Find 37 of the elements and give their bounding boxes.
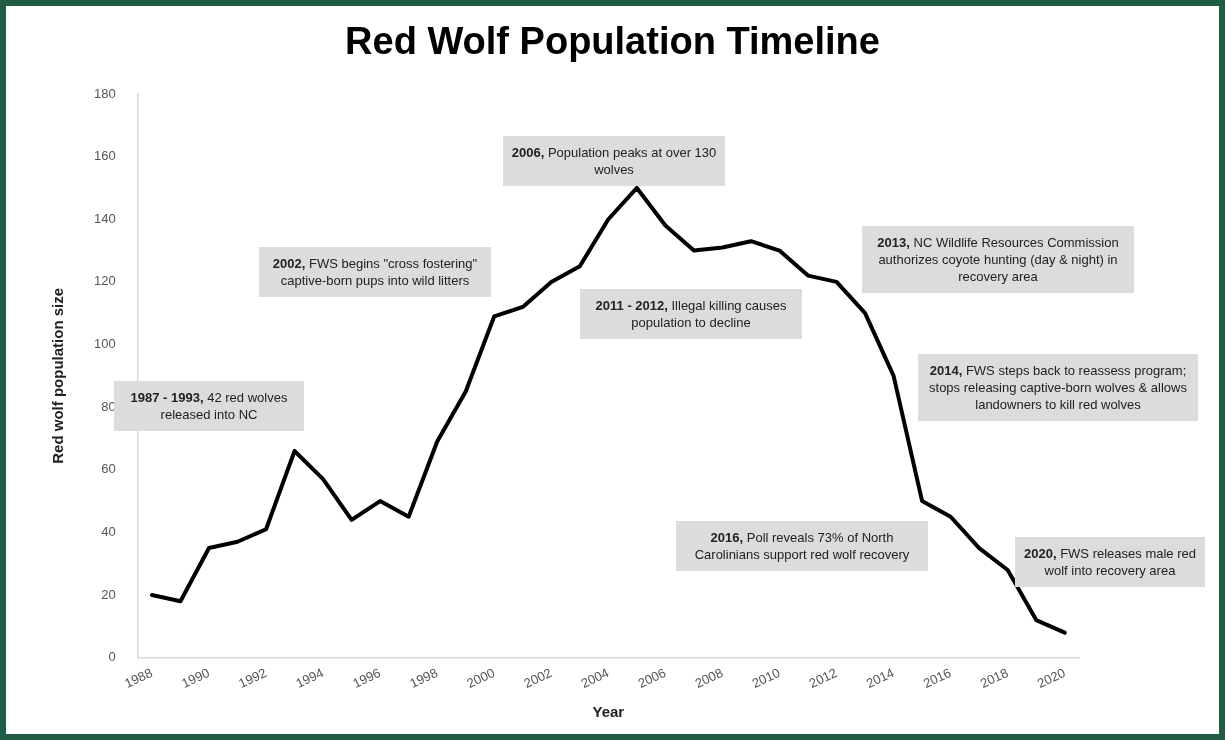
x-tick-label: 2016 (920, 665, 954, 691)
x-tick-label: 2014 (863, 665, 897, 691)
y-tick-label: 120 (93, 273, 116, 289)
y-tick-label: 140 (93, 210, 116, 226)
x-tick-label: 2006 (635, 665, 669, 691)
y-axis-title: Red wolf population size (49, 287, 67, 464)
x-tick-label: 2008 (692, 665, 726, 691)
y-tick-label: 0 (108, 649, 116, 665)
x-tick-label: 2020 (1034, 665, 1068, 691)
text-box: 2011 - 2012, Illegal killing causes population to decline (580, 289, 802, 339)
x-tick-label: 1994 (293, 665, 326, 691)
y-tick-label: 180 (93, 85, 116, 101)
x-tick-label: 1988 (122, 665, 155, 691)
x-tick-label: 2012 (806, 665, 840, 691)
x-tick-label: 1996 (350, 665, 383, 691)
y-tick-label: 60 (101, 461, 116, 477)
chart-title: Red Wolf Population Timeline (344, 20, 881, 63)
y-tick-label: 100 (93, 336, 116, 352)
x-tick-label: 1998 (407, 665, 440, 691)
text-box: 2006, Population peaks at over 130 wolves (503, 136, 725, 186)
text-box: 2014, FWS steps back to reassess program; stops releasing captive-born wolves & allows landowners to kill red wolves (918, 353, 1198, 421)
y-tick-label: 40 (101, 523, 116, 539)
text-box: 2020, FWS releases male red wolf into recovery area (1015, 537, 1205, 587)
y-tick-label: 160 (93, 148, 116, 164)
x-tick-label: 1990 (179, 665, 212, 691)
x-tick-label: 1992 (236, 665, 269, 691)
text-box: 1987 - 1993, 42 red wolves released into NC (114, 381, 304, 431)
x-tick-label: 2002 (521, 665, 555, 691)
text-box: 2002, FWS begins "cross fostering" captive-born pups into wild litters (259, 247, 491, 297)
y-tick-label: 20 (101, 586, 116, 602)
x-tick-label: 2010 (749, 665, 783, 691)
text-box: 2013, NC Wildlife Resources Commission authorizes coyote hunting (day & night) in recovery area (862, 225, 1134, 293)
text-box: 2016, Poll reveals 73% of North Carolinians support red wolf recovery (676, 521, 928, 571)
x-tick-label: 2000 (464, 665, 498, 691)
x-axis-title: Year (592, 703, 625, 721)
x-tick-label: 2018 (977, 665, 1011, 691)
x-tick-label: 2004 (578, 665, 612, 691)
